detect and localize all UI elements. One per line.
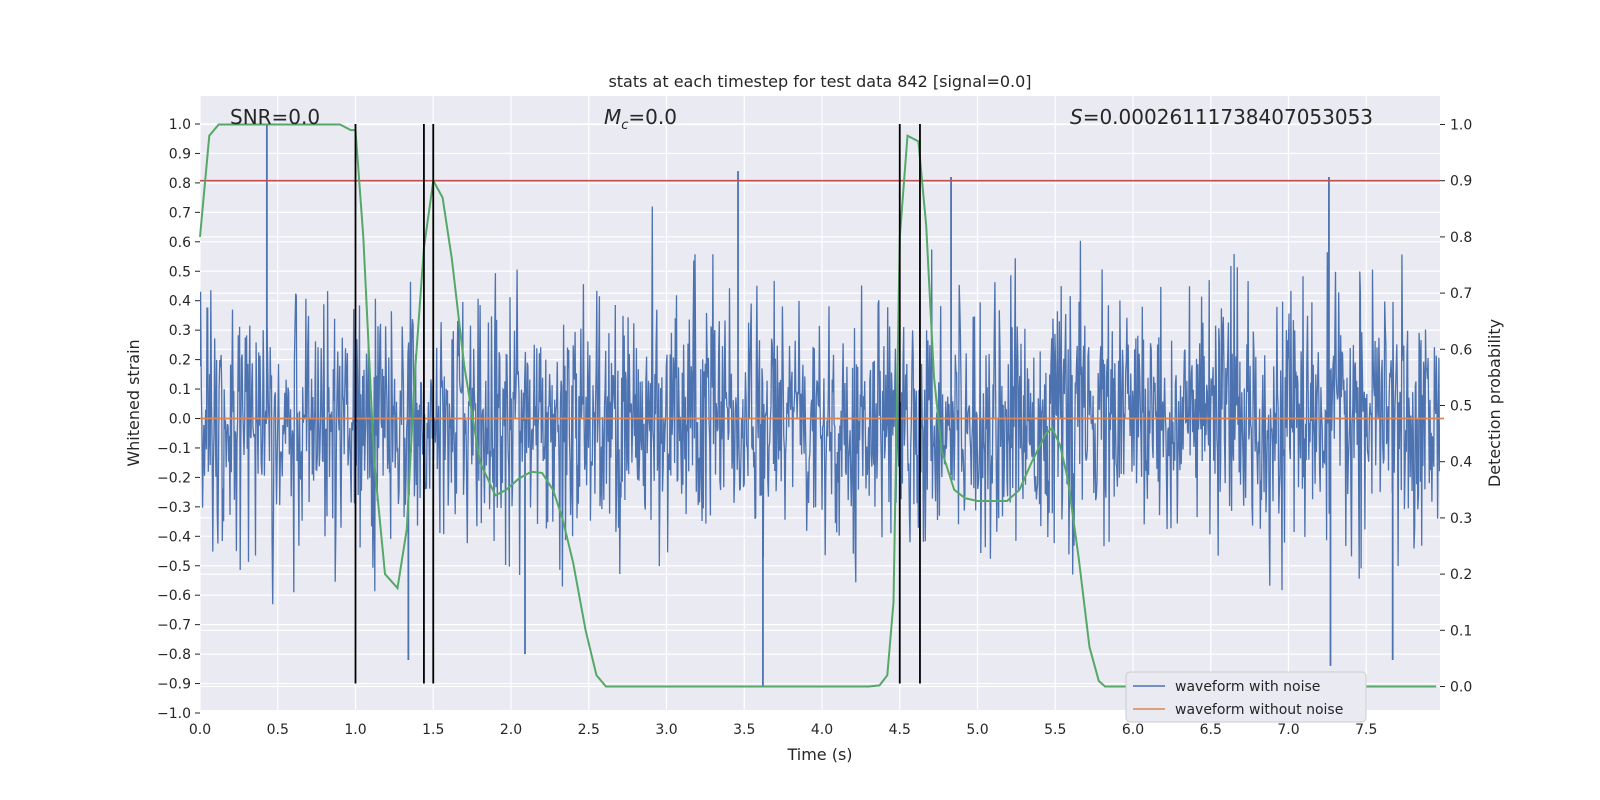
s-symbol: S — [1070, 105, 1083, 129]
y-right-tick-label: 0.1 — [1450, 623, 1472, 639]
tick-labels: 0.0 0.5 1.0 1.5 2.0 2.5 3.0 3.5 4.0 4.5 5.0 5.5 6.0 6… — [157, 117, 1472, 738]
x-tick-label: 4.5 — [889, 722, 911, 738]
chart-title: stats at each timestep for test data 842… — [608, 72, 1031, 91]
y-tick-label: −0.5 — [157, 559, 191, 575]
mc-subscript: c — [621, 118, 628, 133]
x-tick-label: 7.5 — [1355, 722, 1377, 738]
y-right-axis-label: Detection probability — [1485, 319, 1504, 487]
vertical-markers — [354, 124, 921, 684]
y-tick-label: 0.3 — [169, 323, 191, 339]
x-tick-label: 6.0 — [1122, 722, 1144, 738]
y-tick-label: −1.0 — [157, 706, 191, 722]
y-right-tick-label: 0.7 — [1450, 286, 1472, 302]
y-tick-label: −0.3 — [157, 500, 191, 516]
x-axis-label: Time (s) — [786, 745, 852, 764]
y-right-tick-label: 0.6 — [1450, 342, 1472, 358]
x-tick-label: 1.0 — [344, 722, 366, 738]
y-tick-label: 0.1 — [169, 382, 191, 398]
x-tick-label: 7.0 — [1277, 722, 1299, 738]
y-tick-label: 0.8 — [169, 176, 191, 192]
x-tick-label: 2.5 — [578, 722, 600, 738]
x-tick-label: 6.5 — [1200, 722, 1222, 738]
y-tick-label: −0.4 — [157, 529, 191, 545]
x-tick-label: 1.5 — [422, 722, 444, 738]
x-tick-label: 4.0 — [811, 722, 833, 738]
y-tick-label: 0.0 — [169, 412, 191, 428]
x-tick-label: 3.5 — [733, 722, 755, 738]
x-tick-label: 3.0 — [655, 722, 677, 738]
legend: waveform with noise waveform without noi… — [1125, 671, 1367, 723]
y-tick-label: 0.7 — [169, 205, 191, 221]
probability-series — [199, 123, 1437, 688]
y-tick-label: −0.2 — [157, 470, 191, 486]
noise-waveform-series — [200, 124, 1440, 687]
y-tick-label: −0.6 — [157, 588, 191, 604]
snr-annotation: SNR=0.0 — [230, 105, 320, 129]
y-right-tick-label: 0.8 — [1450, 230, 1472, 246]
x-tick-label: 2.0 — [500, 722, 522, 738]
y-right-tick-label: 1.0 — [1450, 118, 1472, 134]
y-tick-label: −0.1 — [157, 441, 191, 457]
noise-waveform-line — [200, 206, 1440, 605]
y-tick-label: −0.8 — [157, 647, 191, 663]
y-tick-label: 0.9 — [169, 146, 191, 162]
x-tick-label: 5.5 — [1044, 722, 1066, 738]
y-tick-label: 0.5 — [169, 264, 191, 280]
s-annotation: S=0.00026111738407053053 — [1070, 105, 1373, 129]
mc-symbol: M — [604, 105, 621, 129]
probability-line — [199, 123, 1437, 688]
legend-label-noise: waveform with noise — [1175, 679, 1320, 695]
y-tick-label: 1.0 — [169, 117, 191, 133]
y-right-tick-label: 0.3 — [1450, 511, 1472, 527]
y-tick-label: −0.7 — [157, 618, 191, 634]
chirp-mass-annotation: Mc=0.0 — [604, 105, 677, 133]
x-tick-label: 5.0 — [966, 722, 988, 738]
y-right-tick-label: 0.2 — [1450, 567, 1472, 583]
y-axis-label: Whitened strain — [124, 339, 143, 466]
y-tick-label: 0.4 — [169, 294, 191, 310]
y-right-tick-label: 0.4 — [1450, 455, 1472, 471]
x-tick-label: 0.5 — [267, 722, 289, 738]
y-right-tick-label: 0.0 — [1450, 680, 1472, 696]
y-right-tick-label: 0.5 — [1450, 399, 1472, 415]
y-tick-label: 0.2 — [169, 353, 191, 369]
y-tick-label: 0.6 — [169, 235, 191, 251]
legend-box — [1125, 671, 1367, 723]
y-right-tick-label: 0.9 — [1450, 174, 1472, 190]
y-tick-label: −0.9 — [157, 677, 191, 693]
x-tick-label: 0.0 — [189, 722, 211, 738]
legend-label-clean: waveform without noise — [1175, 702, 1343, 718]
mc-value: =0.0 — [628, 105, 677, 129]
s-value: =0.00026111738407053053 — [1083, 105, 1373, 129]
